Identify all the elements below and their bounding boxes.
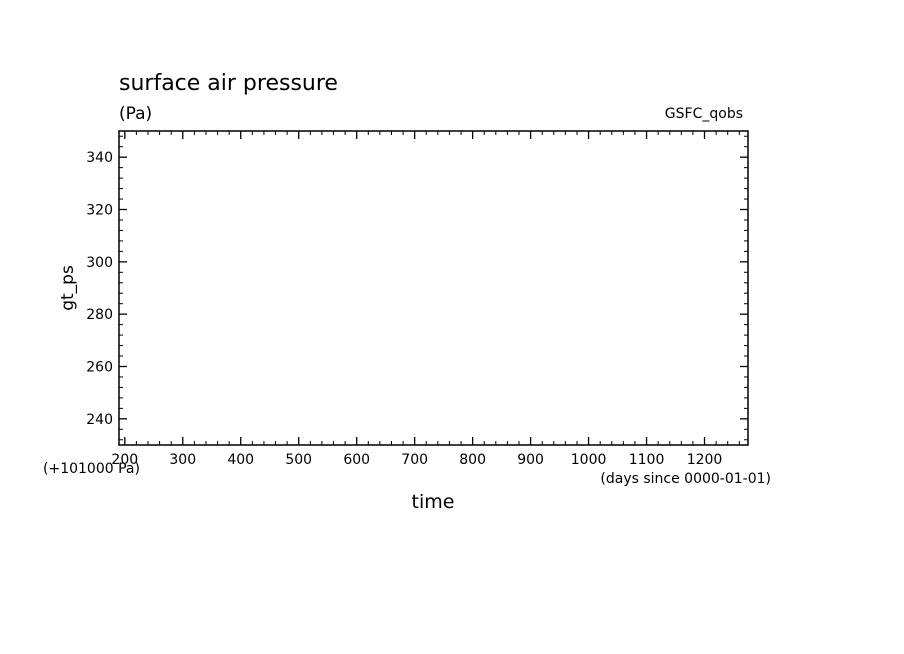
y-offset-note: (+101000 Pa): [43, 461, 140, 477]
x-tick-label: 200: [111, 452, 138, 468]
x-units-note: (days since 0000-01-01): [600, 471, 771, 487]
x-tick-label: 1000: [571, 452, 607, 468]
x-tick-label: 900: [517, 452, 544, 468]
y-tick-label: 340: [86, 150, 113, 166]
x-tick-label: 700: [401, 452, 428, 468]
y-tick-label: 240: [86, 412, 113, 428]
chart-title: surface air pressure: [119, 71, 338, 96]
x-tick-label: 1100: [629, 452, 665, 468]
y-tick-label: 280: [86, 307, 113, 323]
x-tick-label: 500: [285, 452, 312, 468]
y-tick-label: 300: [86, 255, 113, 271]
y-axis-label: gt_ps: [58, 265, 78, 311]
y-tick-label: 260: [86, 360, 113, 376]
y-tick-label: 320: [86, 203, 113, 219]
x-tick-label: 300: [169, 452, 196, 468]
x-tick-label: 600: [343, 452, 370, 468]
x-tick-label: 800: [459, 452, 486, 468]
source-label: GSFC_qobs: [665, 106, 743, 122]
x-tick-label: 1200: [687, 452, 723, 468]
x-axis-label: time: [412, 491, 455, 513]
y-axis: 240 260 280 300 320 340: [86, 135, 748, 441]
x-tick-label: 400: [227, 452, 254, 468]
plot-frame: [118, 130, 749, 446]
x-axis: 200 300 400 500 600 700 800 900 1000 1100 1200: [111, 131, 740, 468]
units-label: (Pa): [119, 104, 152, 124]
